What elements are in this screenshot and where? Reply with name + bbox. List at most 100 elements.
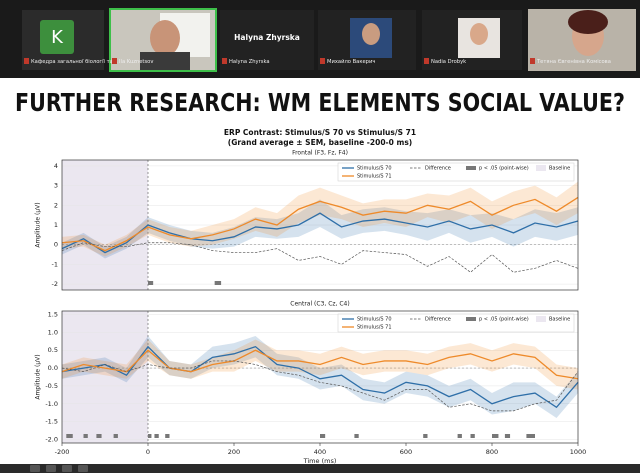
x-tick-label: 600 [400,448,412,456]
x-tick-label: 0 [146,448,150,456]
y-tick-label: 0.5 [48,346,58,354]
name-badge [424,58,429,64]
legend-swatch [466,166,476,170]
series-line [61,349,579,380]
participant-names: Кафедра загальної біології та... Ila Kuzn… [24,58,611,65]
plot-frame [61,310,579,444]
legend-label: p < .05 (point-wise) [479,166,529,172]
legend-label: Stimulus/S 70 [357,166,392,172]
series-line [61,196,579,252]
y-tick-label: 2 [54,201,58,209]
significance-marker [457,434,462,438]
y-tick-label: -0.5 [45,382,58,390]
significance-marker [83,434,88,438]
participant-name: Тетяна Євгенівна Комісова [536,59,611,65]
toolbar-button[interactable] [78,465,88,472]
baseline-region [62,311,148,443]
significance-marker [214,281,222,285]
y-tick-label: 3 [54,182,58,190]
legend-swatch [536,165,546,171]
y-tick-label: 1.5 [48,311,58,319]
significance-marker [96,434,102,438]
face [362,23,380,45]
legend-label: Stimulus/S 71 [357,174,392,180]
legend-label: Stimulus/S 71 [357,325,392,331]
chart-title: Frontal (F3, Fz, F4) [292,150,348,157]
name-badge [320,58,325,64]
significance-marker [470,434,475,438]
avatar [40,20,74,54]
hair [568,10,608,34]
y-tick-label: 0.0 [48,364,58,372]
participant-name: Halyna Zhyrska [229,59,270,65]
name-badge [24,58,29,64]
significance-marker [154,434,159,438]
x-tick-label: -200 [55,448,70,456]
avatar-initial: K [51,27,64,48]
speaker-name: Halyna Zhyrska [234,33,300,42]
series-line [61,345,579,409]
significance-marker [66,434,73,438]
legend-label: p < .05 (point-wise) [479,317,529,323]
sem-band [62,335,578,419]
significance-marker [526,434,535,438]
y-tick-label: 1.0 [48,328,58,336]
plot-frame [61,159,579,291]
y-tick-label: 0 [54,241,58,249]
sem-band [62,181,578,257]
series-line [61,242,579,273]
significance-marker [354,434,359,438]
significance-marker [113,434,118,438]
y-tick-label: -1.0 [45,400,58,408]
sem-band [62,199,578,259]
y-tick-label: 4 [54,162,58,170]
participant-name: Ila Kuznetsov [119,59,153,65]
legend-label: Baseline [549,166,570,172]
legend-label: Baseline [549,317,570,323]
face [470,23,488,45]
legend-swatch [466,317,476,321]
figure-title: ERP Contrast: Stimulus/S 70 vs Stimulus/… [224,128,416,137]
y-tick-label: -1 [52,260,58,268]
face [150,20,180,56]
x-tick-label: 200 [228,448,240,456]
significance-marker [165,434,170,438]
name-badge [530,58,535,64]
y-tick-label: 1 [54,221,58,229]
y-axis-label: Amplitude (µV) [35,354,42,399]
significance-marker [148,281,154,285]
legend-label: Difference [425,166,451,172]
y-tick-label: -2.0 [45,435,58,443]
x-tick-label: 400 [314,448,326,456]
name-badge [222,58,227,64]
toolbar [0,464,640,473]
legend-box [337,162,575,182]
series-line [61,212,579,254]
legend-box [337,313,575,333]
name-badge [112,58,117,64]
series-line [61,360,579,412]
legend-label: Stimulus/S 70 [357,317,392,323]
x-tick-label: 800 [486,448,498,456]
x-tick-label: 1000 [570,448,587,456]
participant-name: Кафедра загальної біології та... [31,59,118,65]
slide-title: FURTHER RESEARCH: WM ELEMENTS SOCIAL VAL… [15,88,625,117]
charts: Frontal (F3, Fz, F4) -2 -1 0 1 2 3 4 Amplitude (… [35,150,587,466]
toolbar-button[interactable] [30,465,40,472]
y-axis-label: Amplitude (µV) [35,202,42,247]
chart-title: Central (C3, Cz, C4) [290,301,349,308]
significance-marker [148,434,152,438]
toolbar-button[interactable] [46,465,56,472]
significance-marker [423,434,428,438]
significance-marker [320,434,326,438]
y-tick-label: -1.5 [45,418,58,426]
participant-name: Михайло Вакерич [327,58,375,65]
figure-subtitle: (Grand average ± SEM, baseline -200-0 ms… [228,138,412,147]
tile[interactable] [220,10,314,70]
significance-marker [504,434,511,438]
toolbar-button[interactable] [62,465,72,472]
shirt [140,52,190,70]
y-tick-label: -2 [52,280,58,288]
